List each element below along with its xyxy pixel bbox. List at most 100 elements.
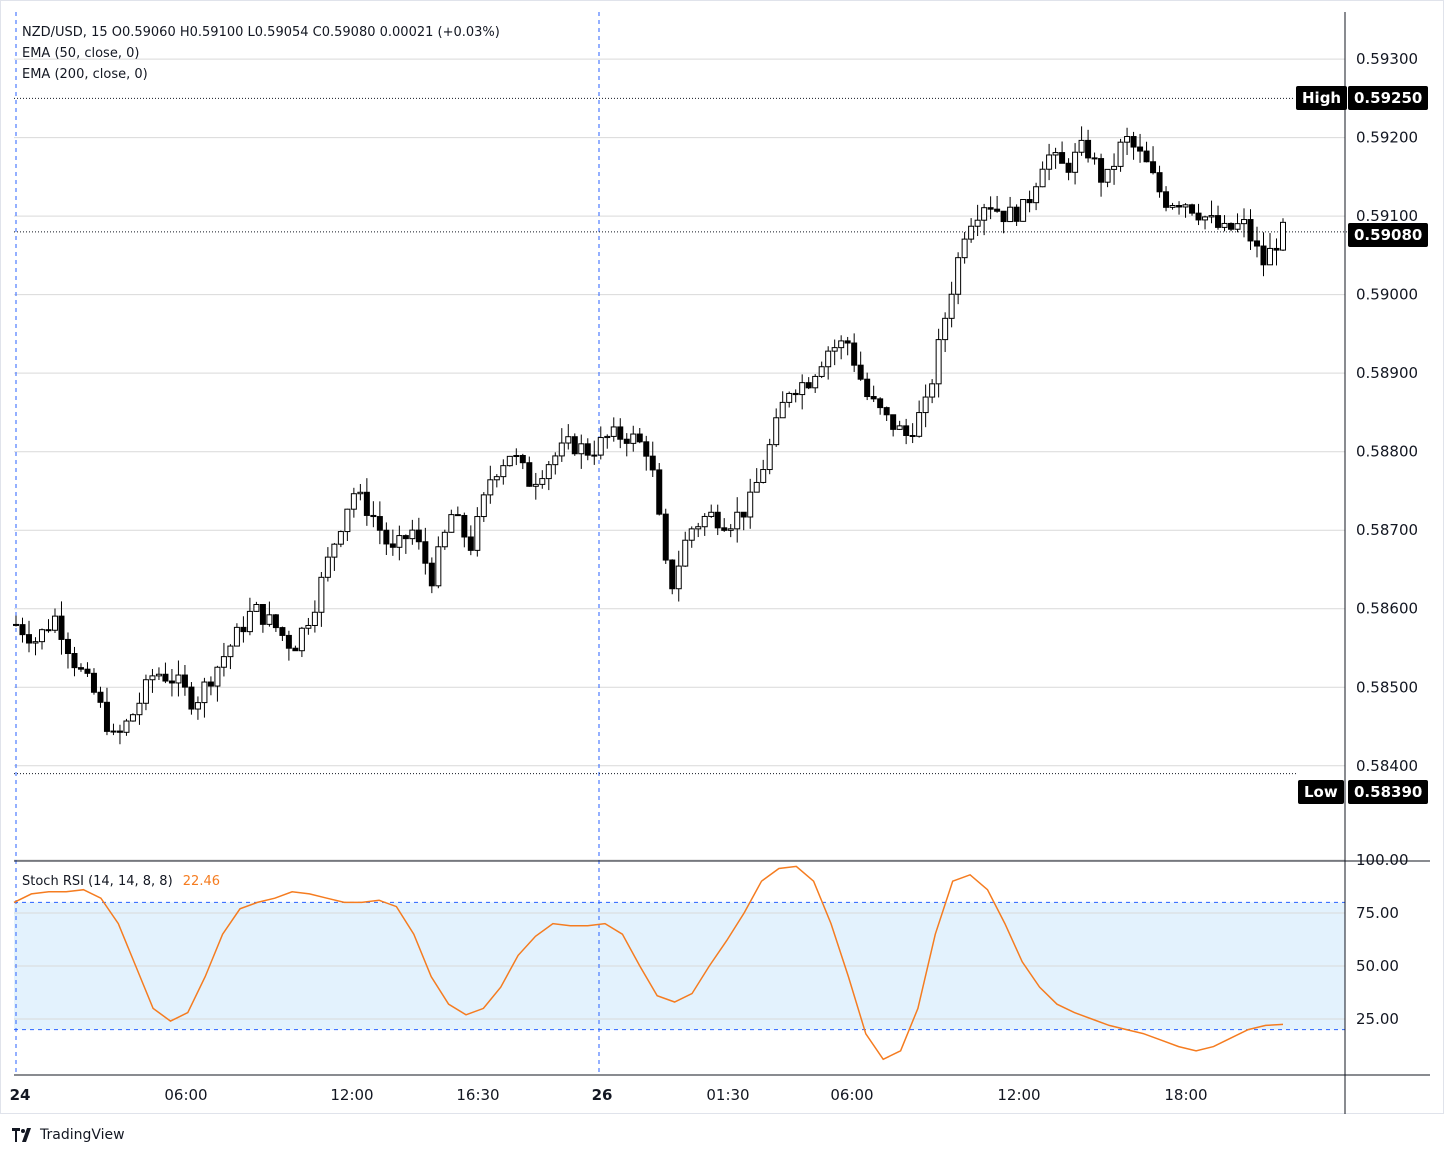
candle-body bbox=[1163, 191, 1170, 208]
candle-body bbox=[526, 462, 533, 487]
candle-body bbox=[259, 604, 266, 625]
candle-body bbox=[331, 543, 338, 558]
candle-body bbox=[1000, 210, 1007, 223]
candle-body bbox=[1111, 165, 1118, 170]
candle-body bbox=[942, 317, 949, 341]
candle-body bbox=[13, 623, 19, 626]
time-tick-label: 06:00 bbox=[164, 1086, 207, 1104]
price-tick-label: 0.59300 bbox=[1356, 50, 1418, 68]
candle-body bbox=[51, 615, 58, 631]
candle-body bbox=[1039, 168, 1046, 188]
candle-body bbox=[1260, 245, 1267, 266]
candle-body bbox=[168, 680, 175, 684]
candle-body bbox=[721, 527, 728, 531]
candle-body bbox=[136, 702, 143, 716]
candle-body bbox=[253, 604, 260, 612]
candle-body bbox=[1221, 222, 1228, 228]
candle-body bbox=[987, 207, 994, 210]
candle-body bbox=[155, 673, 162, 677]
candle-body bbox=[467, 536, 474, 551]
candle-body bbox=[513, 454, 520, 457]
candle-body bbox=[454, 514, 461, 517]
candlestick-series bbox=[13, 126, 1286, 745]
candle-body bbox=[1182, 204, 1189, 208]
last-price-tag: 0.59080 bbox=[1348, 223, 1429, 247]
candle-body bbox=[376, 516, 383, 531]
candle-body bbox=[337, 531, 344, 545]
candle-body bbox=[558, 442, 565, 457]
session-lines bbox=[14, 12, 1347, 1075]
price-tick-label: 0.58600 bbox=[1356, 600, 1418, 618]
candle-body bbox=[1254, 240, 1261, 247]
candle-body bbox=[493, 476, 500, 481]
candle-body bbox=[597, 437, 604, 456]
candle-body bbox=[350, 493, 357, 510]
candle-body bbox=[45, 629, 52, 632]
candle-body bbox=[1234, 223, 1241, 230]
candle-body bbox=[857, 364, 864, 380]
candle-body bbox=[279, 627, 286, 636]
candle-body bbox=[1195, 212, 1202, 221]
candle-body bbox=[773, 417, 780, 446]
price-tick-label: 0.59200 bbox=[1356, 129, 1418, 147]
stoch-tick-label: 100.00 bbox=[1356, 851, 1409, 869]
candle-body bbox=[1208, 215, 1215, 218]
candle-body bbox=[285, 634, 292, 649]
candle-body bbox=[578, 443, 585, 455]
candle-body bbox=[929, 383, 936, 398]
candle-body bbox=[1033, 186, 1040, 204]
candle-body bbox=[591, 454, 598, 457]
candle-body bbox=[812, 375, 819, 389]
candle-body bbox=[188, 686, 195, 710]
candle-body bbox=[448, 514, 455, 533]
candle-body bbox=[565, 436, 572, 444]
candle-body bbox=[64, 638, 71, 655]
candle-body bbox=[844, 340, 851, 344]
candle-body bbox=[175, 674, 182, 684]
candle-body bbox=[643, 441, 650, 457]
price-tick-label: 0.58400 bbox=[1356, 757, 1418, 775]
candle-body bbox=[201, 681, 208, 704]
candle-body bbox=[25, 634, 32, 644]
candle-body bbox=[1098, 158, 1105, 183]
candle-body bbox=[1026, 199, 1033, 204]
candle-body bbox=[1202, 216, 1209, 221]
candle-body bbox=[916, 412, 923, 437]
candle-body bbox=[636, 433, 643, 443]
candle-body bbox=[851, 342, 858, 366]
candle-body bbox=[532, 483, 539, 487]
candle-body bbox=[1156, 172, 1163, 193]
candle-body bbox=[32, 641, 39, 644]
candle-body bbox=[740, 511, 747, 518]
candle-body bbox=[955, 257, 962, 295]
candle-body bbox=[1091, 157, 1098, 160]
candle-body bbox=[948, 293, 955, 319]
candle-body bbox=[370, 514, 377, 518]
candle-body bbox=[649, 455, 656, 471]
candle-body bbox=[994, 208, 1001, 212]
tradingview-brand[interactable]: TradingView bbox=[12, 1127, 125, 1143]
candle-body bbox=[1059, 152, 1066, 164]
stoch-tick-label: 50.00 bbox=[1356, 957, 1399, 975]
candle-body bbox=[669, 559, 676, 590]
candle-body bbox=[617, 426, 624, 440]
time-tick-label: 18:00 bbox=[1164, 1086, 1207, 1104]
ema200-label: EMA (200, close, 0) bbox=[22, 67, 148, 82]
candle-body bbox=[1007, 206, 1014, 223]
candle-body bbox=[220, 656, 227, 668]
stoch-rsi-line bbox=[13, 865, 1284, 1061]
candle-body bbox=[58, 615, 65, 640]
candle-body bbox=[935, 339, 942, 385]
price-tick-label: 0.58500 bbox=[1356, 678, 1418, 696]
candle-body bbox=[1189, 204, 1196, 214]
candle-body bbox=[766, 444, 773, 471]
time-tick-label: 24 bbox=[10, 1086, 31, 1104]
candle-body bbox=[1241, 219, 1248, 225]
candle-body bbox=[324, 556, 331, 578]
candle-body bbox=[506, 455, 513, 467]
candle-body bbox=[357, 491, 364, 495]
candle-body bbox=[1143, 150, 1150, 163]
candle-body bbox=[799, 382, 806, 396]
candle-body bbox=[1072, 151, 1079, 173]
candle-body bbox=[402, 535, 409, 540]
